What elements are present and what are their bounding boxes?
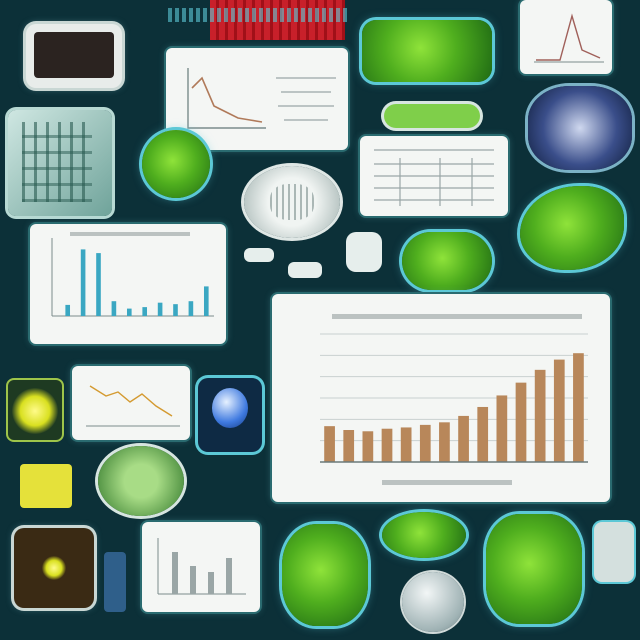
bar	[496, 395, 508, 462]
bar	[173, 304, 178, 316]
green-orb-icon	[142, 130, 210, 198]
bar	[324, 426, 335, 462]
leaf-icon	[520, 186, 624, 270]
dark-panel-device	[14, 528, 94, 608]
glow-cell-icon	[8, 380, 62, 440]
connector-widget	[384, 104, 480, 128]
bar	[458, 415, 469, 462]
bar	[157, 302, 163, 316]
bar	[381, 428, 393, 462]
line-chart-card	[166, 48, 348, 150]
white-gadget	[244, 248, 274, 262]
spike-chart-card	[520, 0, 612, 74]
bar	[419, 424, 431, 462]
bar	[142, 307, 148, 316]
bar	[400, 427, 412, 462]
bar	[111, 301, 117, 316]
oval-device-icon	[244, 166, 340, 238]
bar	[203, 286, 209, 316]
bar	[477, 406, 489, 462]
main-bar-chart-card	[272, 294, 610, 502]
bar	[362, 431, 374, 462]
label-strip	[332, 314, 582, 319]
white-gadget	[288, 262, 322, 278]
main-bar-chart	[320, 314, 588, 485]
bar	[80, 249, 86, 316]
label-strip	[382, 480, 512, 485]
green-blob-bottom-2	[382, 512, 466, 558]
bar	[439, 422, 450, 462]
white-gadget	[594, 522, 634, 582]
blue-chip	[104, 552, 126, 612]
monitor-icon	[26, 24, 122, 88]
bar	[534, 369, 546, 462]
green-blob-bottom-1	[282, 524, 368, 626]
bar	[343, 430, 355, 462]
mesh-dome-icon	[528, 86, 632, 170]
bar	[573, 353, 584, 462]
green-capsule	[402, 232, 492, 290]
small-bar-chart	[51, 232, 214, 317]
line-chart-card-2	[72, 366, 190, 440]
small-bar-chart-card	[30, 224, 226, 344]
bar	[188, 301, 194, 316]
header-strip-text	[168, 8, 348, 22]
bar	[65, 304, 71, 316]
glass-sphere	[402, 572, 464, 632]
green-bowl	[98, 446, 184, 516]
label-strip	[70, 232, 190, 236]
bar	[515, 382, 527, 462]
mini-chart-card	[142, 522, 260, 612]
green-blob-bottom-3	[486, 514, 582, 624]
bar	[96, 253, 101, 316]
bar	[126, 308, 132, 316]
glass-panel-icon	[8, 110, 112, 216]
table-card	[360, 136, 508, 216]
bar	[553, 359, 565, 462]
yellow-card	[20, 464, 72, 508]
white-gadget	[346, 232, 382, 272]
light-bulb-icon	[198, 378, 262, 452]
green-blob-top	[362, 20, 492, 82]
